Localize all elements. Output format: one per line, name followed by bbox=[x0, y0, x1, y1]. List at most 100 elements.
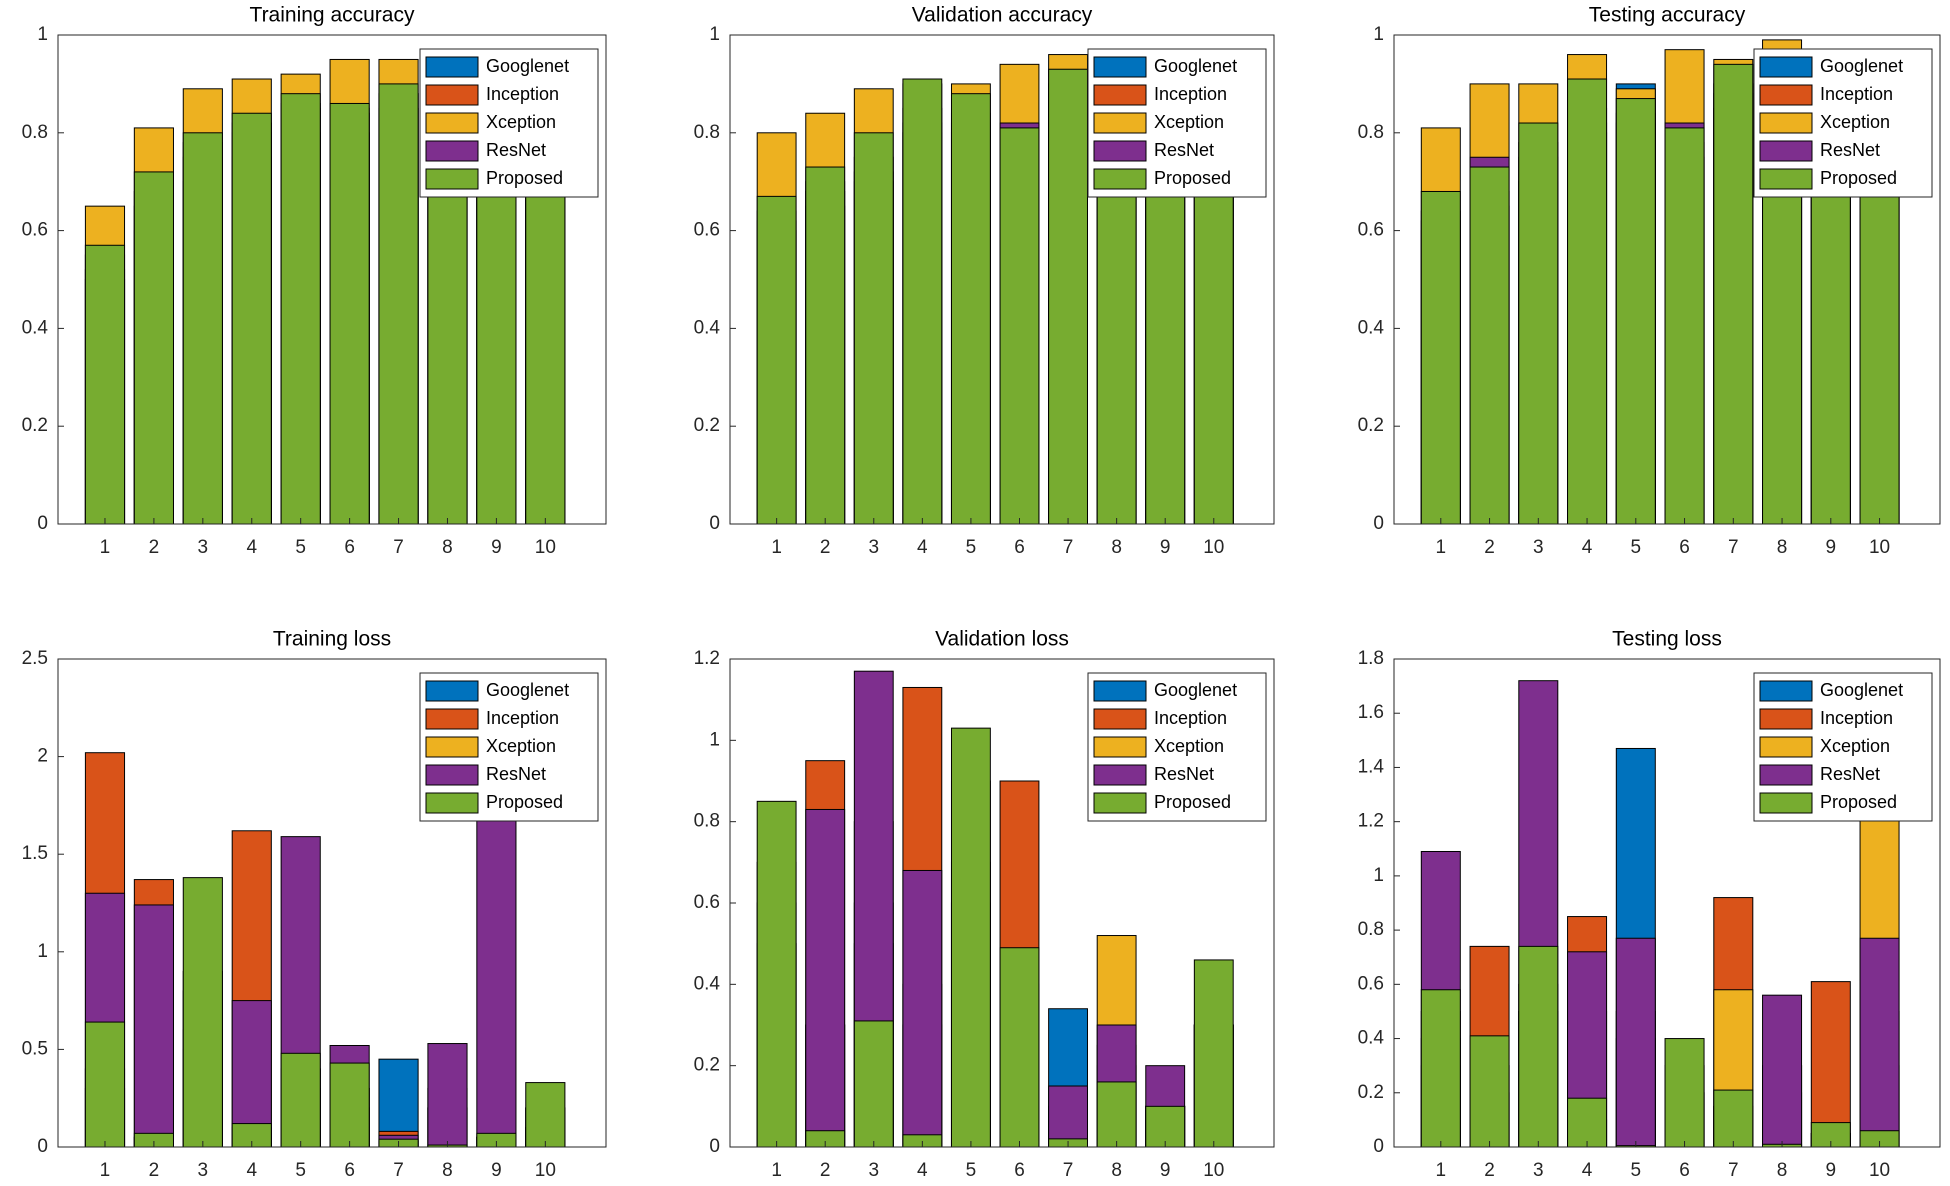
bar bbox=[133, 171, 174, 525]
legend-swatch bbox=[1759, 168, 1813, 190]
y-tick-label: 1.4 bbox=[1358, 756, 1385, 777]
y-tick-label: 0.8 bbox=[1358, 122, 1384, 143]
x-tick-label: 3 bbox=[1533, 1160, 1544, 1181]
bar bbox=[950, 93, 991, 525]
x-tick-label: 8 bbox=[1777, 537, 1788, 558]
y-tick-label: 0.4 bbox=[694, 317, 721, 338]
x-tick-label: 4 bbox=[917, 1160, 928, 1181]
x-tick-label: 4 bbox=[917, 537, 928, 558]
y-tick-label: 0 bbox=[709, 1136, 720, 1157]
y-tick-label: 0.8 bbox=[694, 811, 720, 832]
y-tick-label: 0.2 bbox=[694, 1055, 720, 1076]
legend-text: Googlenet bbox=[1154, 680, 1237, 700]
y-tick-label: 0 bbox=[37, 1136, 48, 1157]
legend-text: Xception bbox=[1820, 112, 1890, 132]
x-tick-label: 4 bbox=[1582, 537, 1593, 558]
bar bbox=[329, 1062, 370, 1148]
bar bbox=[1469, 1035, 1510, 1148]
legend-text: Proposed bbox=[1820, 168, 1897, 188]
x-tick-label: 1 bbox=[1436, 1160, 1447, 1181]
legend-text: Googlenet bbox=[1154, 56, 1237, 76]
bar bbox=[1713, 1089, 1754, 1148]
y-tick-label: 0.8 bbox=[22, 122, 48, 143]
chart-title: Validation loss bbox=[935, 628, 1069, 651]
legend-text: Xception bbox=[1154, 112, 1224, 132]
x-tick-label: 9 bbox=[491, 1160, 502, 1181]
legend-text: Inception bbox=[1820, 84, 1893, 104]
x-tick-label: 4 bbox=[246, 537, 257, 558]
legend-text: ResNet bbox=[1154, 140, 1214, 160]
axes-frame bbox=[729, 658, 1275, 1148]
bar bbox=[427, 1043, 468, 1148]
bar bbox=[1567, 78, 1608, 525]
x-tick-label: 6 bbox=[1679, 537, 1690, 558]
chart-title: Training loss bbox=[273, 628, 391, 651]
bar bbox=[756, 800, 797, 1148]
y-tick-label: 0.8 bbox=[1358, 919, 1384, 940]
legend-swatch bbox=[425, 112, 479, 134]
x-tick-label: 6 bbox=[1014, 537, 1025, 558]
y-tick-label: 2.5 bbox=[22, 648, 48, 669]
y-tick-label: 0 bbox=[709, 513, 720, 534]
y-tick-label: 0.8 bbox=[694, 122, 720, 143]
x-tick-label: 1 bbox=[771, 1160, 782, 1181]
y-tick-label: 0.4 bbox=[22, 317, 49, 338]
x-tick-label: 1 bbox=[1436, 537, 1447, 558]
bar bbox=[182, 132, 223, 525]
legend-swatch bbox=[1093, 56, 1147, 78]
x-tick-label: 3 bbox=[1533, 537, 1544, 558]
y-tick-label: 0.4 bbox=[694, 973, 721, 994]
y-tick-label: 0.2 bbox=[1358, 415, 1384, 436]
legend-swatch bbox=[1759, 736, 1813, 758]
y-tick-label: 0.6 bbox=[1358, 220, 1384, 241]
x-tick-label: 3 bbox=[198, 1160, 209, 1181]
x-tick-label: 1 bbox=[100, 537, 111, 558]
legend-text: ResNet bbox=[486, 764, 546, 784]
bar bbox=[231, 1000, 272, 1148]
legend-text: Inception bbox=[486, 708, 559, 728]
legend-text: ResNet bbox=[1820, 140, 1880, 160]
x-tick-label: 2 bbox=[149, 537, 160, 558]
legend-text: Googlenet bbox=[1820, 680, 1903, 700]
legend-swatch bbox=[1093, 708, 1147, 730]
bar bbox=[1664, 127, 1705, 525]
x-tick-label: 4 bbox=[1582, 1160, 1593, 1181]
x-tick-label: 7 bbox=[393, 1160, 404, 1181]
y-tick-label: 0.6 bbox=[694, 892, 720, 913]
axes-frame bbox=[57, 34, 607, 525]
legend-swatch bbox=[1759, 764, 1813, 786]
x-tick-label: 10 bbox=[535, 1160, 556, 1181]
bar bbox=[999, 127, 1040, 525]
x-tick-label: 6 bbox=[344, 537, 355, 558]
legend-text: Proposed bbox=[486, 792, 563, 812]
y-tick-label: 0.6 bbox=[1358, 973, 1384, 994]
y-tick-label: 0.5 bbox=[22, 1038, 48, 1059]
y-tick-label: 0.6 bbox=[22, 220, 48, 241]
bar bbox=[1518, 122, 1559, 525]
bar bbox=[1193, 959, 1234, 1148]
y-tick-label: 0.4 bbox=[1358, 1028, 1385, 1049]
legend-text: Inception bbox=[1154, 84, 1227, 104]
bar bbox=[902, 78, 943, 525]
x-tick-label: 10 bbox=[1869, 1160, 1890, 1181]
x-tick-label: 10 bbox=[1203, 537, 1224, 558]
y-tick-label: 1.5 bbox=[22, 843, 48, 864]
x-tick-label: 3 bbox=[868, 537, 879, 558]
y-tick-label: 1 bbox=[709, 24, 720, 45]
chart-title: Testing loss bbox=[1612, 628, 1722, 651]
x-tick-label: 3 bbox=[868, 1160, 879, 1181]
legend-text: Inception bbox=[486, 84, 559, 104]
legend-swatch bbox=[1759, 56, 1813, 78]
bar bbox=[1420, 190, 1461, 525]
legend-swatch bbox=[1093, 112, 1147, 134]
x-tick-label: 5 bbox=[295, 537, 306, 558]
y-tick-label: 2 bbox=[37, 746, 48, 767]
x-tick-label: 5 bbox=[295, 1160, 306, 1181]
legend-swatch bbox=[1759, 792, 1813, 814]
y-tick-label: 0 bbox=[37, 513, 48, 534]
legend-text: Xception bbox=[486, 736, 556, 756]
legend-text: ResNet bbox=[1154, 764, 1214, 784]
legend-text: Googlenet bbox=[486, 56, 569, 76]
bar bbox=[1567, 1097, 1608, 1148]
